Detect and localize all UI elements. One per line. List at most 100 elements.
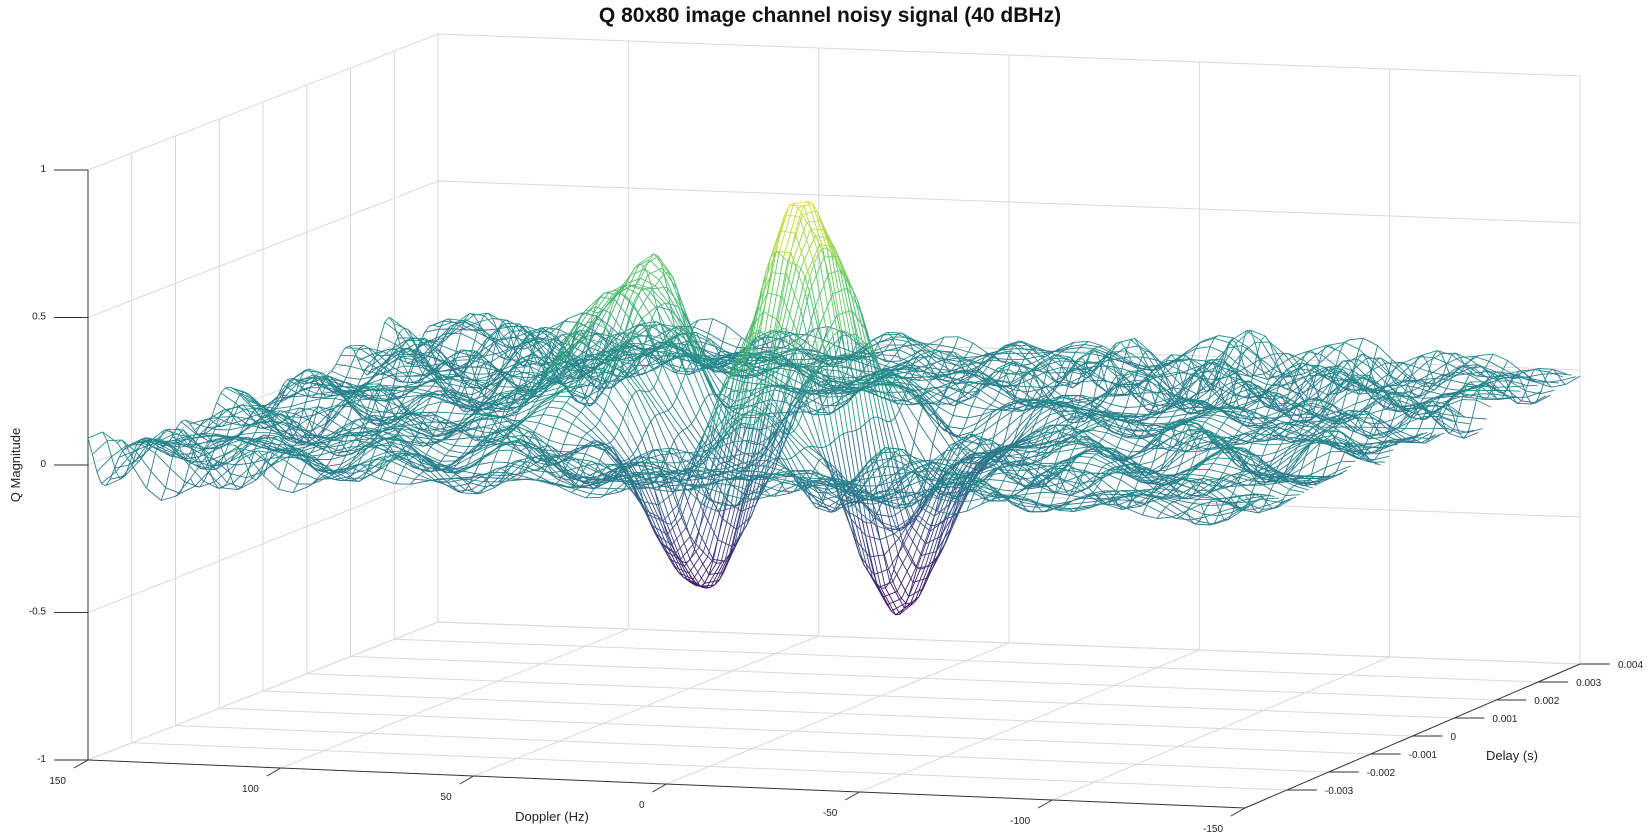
mesh-segment [1250,391,1267,408]
mesh-segment [907,341,923,351]
mesh-segment [1375,390,1381,397]
mesh-segment [969,357,985,365]
mesh-segment [962,390,978,394]
mesh-segment [920,349,936,355]
mesh-segment [949,352,965,364]
mesh-segment [1134,338,1140,347]
mesh-segment [382,349,388,353]
mesh-segment [946,369,962,376]
mesh-segment [1318,396,1324,401]
mesh-segment [1292,351,1308,358]
mesh-segment [366,364,382,376]
mesh-segment [852,343,858,353]
mesh-segment [1455,352,1471,361]
mesh-segment [542,338,548,344]
floor-gridline [437,621,1581,665]
mesh-segment [1501,396,1517,399]
mesh-segment [953,351,969,362]
mesh-segment [1056,354,1072,361]
mesh-segment [1211,359,1217,372]
mesh-segment [407,329,413,339]
mesh-segment [1350,381,1356,391]
mesh-segment [971,373,987,380]
mesh-segment [823,326,829,341]
mesh-segment [929,376,935,383]
mesh-segment [618,332,633,334]
mesh-segment [1201,371,1207,381]
mesh-segment [938,374,953,380]
mesh-segment [945,359,961,368]
mesh-segment [804,340,820,353]
mesh-segment [1429,393,1445,401]
mesh-segment [1208,381,1215,399]
mesh-segment [1059,341,1075,349]
mesh-segment [930,349,936,357]
mesh-segment [1347,353,1363,363]
mesh-segment [1033,347,1039,350]
mesh-segment [1525,378,1531,392]
mesh-segment [476,367,482,380]
mesh-segment [501,352,507,368]
mesh-segment [967,414,983,419]
mesh-segment [676,349,682,353]
mesh-segment [1459,366,1474,369]
mesh-segment [1000,387,1016,398]
mesh-segment [964,356,979,359]
mesh-segment [806,353,822,359]
mesh-segment [875,354,881,358]
mesh-segment [1259,353,1274,361]
mesh-segment [1470,356,1475,361]
mesh-segment [483,315,499,330]
mesh-segment [897,403,913,406]
mesh-segment [346,377,361,380]
mesh-segment [1203,365,1219,374]
mesh-segment [821,396,827,406]
mesh-segment [1450,379,1466,384]
mesh-segment [501,339,507,348]
mesh-segment [1328,360,1344,373]
mesh-segment [1218,363,1224,381]
mesh-segment [948,415,954,427]
mesh-segment [1250,330,1256,343]
mesh-segment [957,401,972,407]
mesh-segment [1130,338,1136,340]
mesh-segment [1167,366,1173,372]
mesh-segment [1430,363,1446,374]
mesh-segment [1330,373,1336,379]
mesh-segment [956,372,972,375]
mesh-segment [387,347,402,351]
mesh-segment [827,380,833,384]
mesh-segment [540,327,546,332]
mesh-segment [1261,400,1267,408]
mesh-segment [980,389,996,401]
mesh-segment [1227,345,1243,349]
mesh-segment [1276,371,1292,385]
mesh-segment [483,312,489,316]
mesh-segment [955,366,961,372]
mesh-segment [1477,364,1493,375]
mesh-segment [880,354,895,357]
mesh-segment [1419,389,1435,397]
mesh-segment [1534,369,1549,373]
mesh-segment [1207,358,1223,361]
mesh-segment [1088,366,1094,370]
mesh-segment [631,329,647,342]
mesh-segment [1429,375,1446,390]
mesh-segment [1531,395,1547,405]
mesh-segment [1527,391,1542,398]
mesh-segment [1512,397,1518,404]
mesh-segment [608,332,624,346]
mesh-segment [1111,350,1127,353]
mesh-segment [938,378,953,382]
mesh-segment [441,345,457,352]
mesh-segment [823,339,839,348]
mesh-segment [788,362,804,365]
mesh-segment [1078,369,1084,377]
mesh-segment [800,340,806,347]
mesh-segment [1011,373,1027,383]
mesh-segment [662,334,678,344]
mesh-segment [493,329,499,341]
mesh-segment [972,360,988,368]
mesh-segment [1493,393,1499,400]
mesh-segment [1362,384,1378,395]
